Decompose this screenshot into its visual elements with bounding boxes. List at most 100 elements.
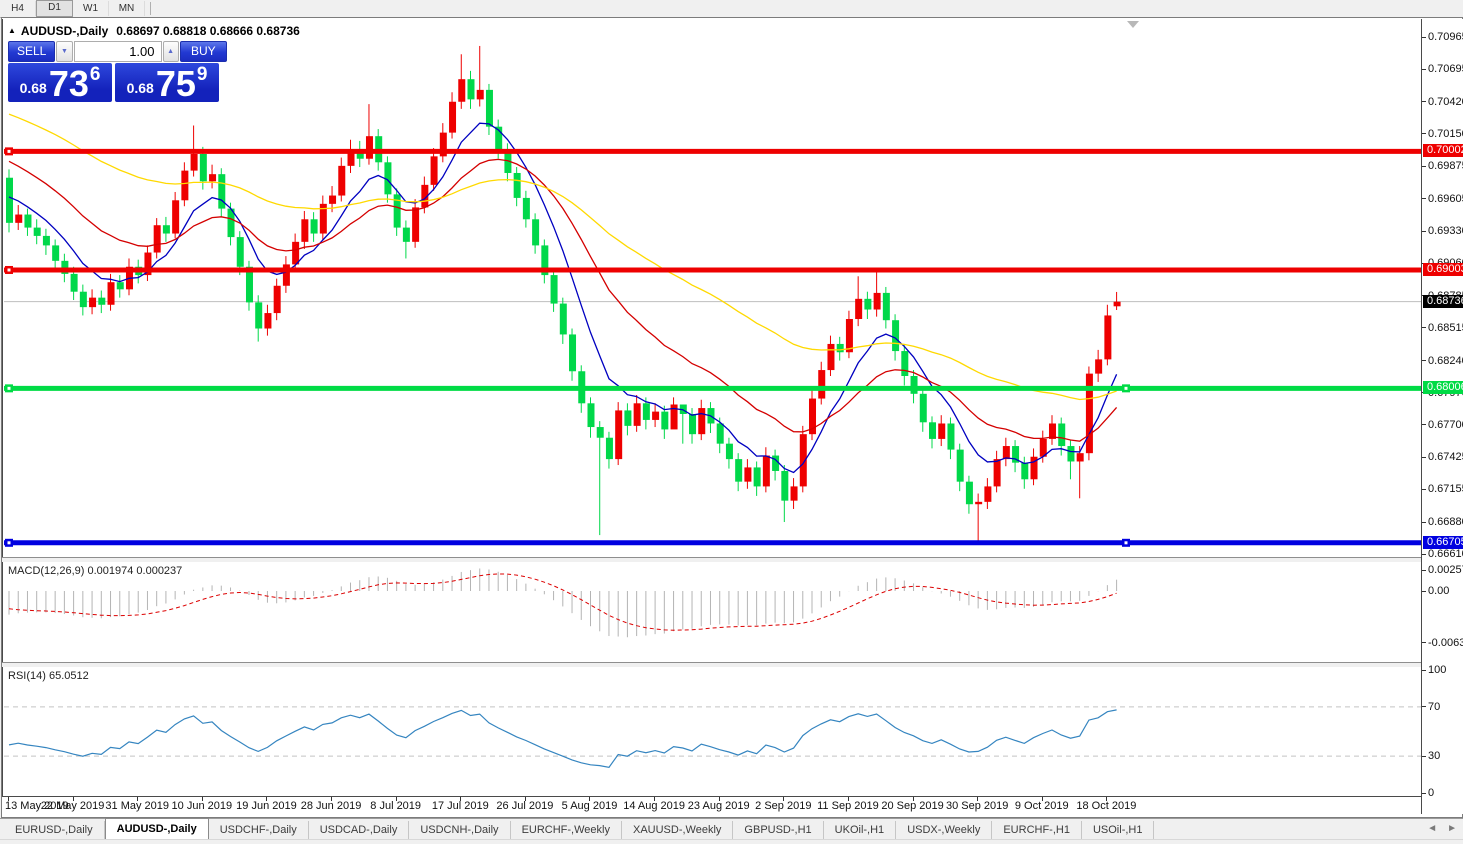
- tab-eurusd-daily[interactable]: EURUSD-,Daily: [4, 821, 105, 840]
- chart-shift-marker-icon[interactable]: [1127, 21, 1139, 28]
- price-axis-tick: [1422, 360, 1426, 362]
- candle-body: [1048, 423, 1056, 439]
- macd-pane[interactable]: MACD(12,26,9) 0.001974 0.000237: [2, 562, 1422, 662]
- candle-body: [818, 370, 826, 399]
- sell-button[interactable]: SELL: [8, 41, 56, 62]
- candle-body: [522, 197, 530, 220]
- price-axis-tick: [1422, 133, 1426, 135]
- tab-usdx-weekly[interactable]: USDX-,Weekly: [896, 821, 993, 840]
- candle-body: [772, 455, 780, 471]
- candle-body: [882, 292, 890, 321]
- tab-usoil-h1[interactable]: USOil-,H1: [1082, 821, 1155, 840]
- candle-body: [864, 298, 872, 310]
- candle-body: [264, 313, 272, 329]
- time-tick-label: 5 Aug 2019: [561, 800, 618, 812]
- timeframe-button-w1[interactable]: W1: [73, 1, 109, 16]
- candle-body: [596, 427, 604, 438]
- price-axis-tick: [1422, 101, 1426, 103]
- time-tick-label: 23 Aug 2019: [687, 800, 750, 812]
- chart-title-ohlc: 0.68697 0.68818 0.68666 0.68736: [116, 24, 300, 38]
- timeframe-button-d1[interactable]: D1: [36, 0, 73, 17]
- tab-audusd-daily[interactable]: AUDUSD-,Daily: [104, 818, 209, 840]
- volume-increase-button[interactable]: ▲: [162, 41, 179, 62]
- candle-body: [116, 282, 124, 290]
- candle-body: [559, 303, 567, 335]
- candle-body: [319, 203, 327, 234]
- candle-body: [458, 79, 466, 102]
- tab-usdchf-daily[interactable]: USDCHF-,Daily: [209, 821, 309, 840]
- candle-body: [1085, 373, 1093, 454]
- timeframe-button-mn[interactable]: MN: [109, 1, 145, 16]
- candle-body: [652, 411, 660, 420]
- candle-body: [873, 292, 881, 310]
- price-chart[interactable]: [4, 19, 1422, 557]
- tab-usdcad-daily[interactable]: USDCAD-,Daily: [309, 821, 410, 840]
- time-axis-tick: [783, 797, 785, 801]
- time-axis-tick: [395, 797, 397, 801]
- time-axis[interactable]: 13 May 2019 22 May 2019 31 May 2019 10 Jun …: [2, 796, 1421, 815]
- candle-body: [495, 126, 503, 151]
- rsi-tick-label: 30: [1428, 750, 1441, 763]
- level-price-tag: 0.66705: [1423, 535, 1463, 549]
- time-axis-tick: [137, 797, 139, 801]
- time-tick-label: 8 Jul 2019: [370, 800, 422, 812]
- tab-eurchf-weekly[interactable]: EURCHF-,Weekly: [511, 821, 622, 840]
- tab-eurchf-h1[interactable]: EURCHF-,H1: [992, 821, 1082, 840]
- tabs-scroll-left-button[interactable]: ◄: [1427, 823, 1438, 834]
- candle-body: [301, 219, 309, 242]
- volume-decrease-button[interactable]: ▼: [56, 41, 73, 62]
- tab-xauusd-weekly[interactable]: XAUUSD-,Weekly: [622, 821, 734, 840]
- candle-body: [993, 459, 1001, 487]
- ma-mid-line: [8, 158, 1118, 442]
- candle-body: [24, 214, 32, 228]
- price-chart-pane[interactable]: [2, 19, 1422, 557]
- sell-price-pip: 6: [89, 64, 101, 85]
- candle-body: [79, 291, 87, 308]
- timeframe-button-h4[interactable]: H4: [0, 1, 36, 16]
- macd-axis-tick: [1422, 569, 1426, 571]
- symbol-expand-icon[interactable]: ▲: [8, 26, 16, 35]
- time-axis-tick: [331, 797, 333, 801]
- candle-body: [347, 149, 355, 166]
- candle-body: [892, 320, 900, 352]
- candle-body: [365, 136, 373, 159]
- tabs-scroll-right-button[interactable]: ►: [1447, 823, 1457, 834]
- candle-body: [439, 132, 447, 157]
- price-tick-label: 0.69605: [1428, 192, 1463, 205]
- candle-body: [218, 174, 226, 209]
- timeframe-toolbar: H4 D1 W1 MN: [0, 0, 1463, 18]
- tab-ukoil-h1[interactable]: UKOil-,H1: [824, 821, 897, 840]
- rsi-chart[interactable]: [4, 667, 1422, 796]
- candle-body: [845, 319, 853, 353]
- time-tick-label: 22 May 2019: [40, 800, 105, 812]
- price-axis-tick: [1422, 553, 1426, 555]
- sell-price[interactable]: 0.68 73 6: [8, 63, 112, 102]
- time-tick-label: 28 Jun 2019: [300, 800, 362, 812]
- buy-button[interactable]: BUY: [179, 41, 227, 62]
- candle-body: [1002, 446, 1010, 460]
- rsi-tick-label: 100: [1428, 664, 1447, 676]
- buy-price[interactable]: 0.68 75 9: [115, 63, 219, 102]
- time-axis-tick: [977, 797, 979, 801]
- candle-body: [329, 195, 337, 204]
- spin-down-icon: ▼: [60, 48, 68, 55]
- candle-body: [550, 275, 558, 304]
- candle-body: [89, 297, 97, 308]
- candle-body: [190, 153, 198, 171]
- tab-gbpusd-h1[interactable]: GBPUSD-,H1: [733, 821, 824, 840]
- volume-input[interactable]: [73, 41, 162, 62]
- rsi-pane[interactable]: RSI(14) 65.0512: [2, 667, 1422, 796]
- candle-body: [1113, 301, 1121, 307]
- candle-body: [735, 459, 743, 482]
- level-handle-dot: [7, 149, 11, 153]
- macd-chart[interactable]: [4, 562, 1422, 662]
- candle-body: [15, 214, 23, 223]
- candle-body: [975, 501, 983, 505]
- candle-body: [1021, 462, 1029, 480]
- tab-usdcnh-daily[interactable]: USDCNH-,Daily: [409, 821, 511, 840]
- time-tick-label: 14 Aug 2019: [623, 800, 685, 812]
